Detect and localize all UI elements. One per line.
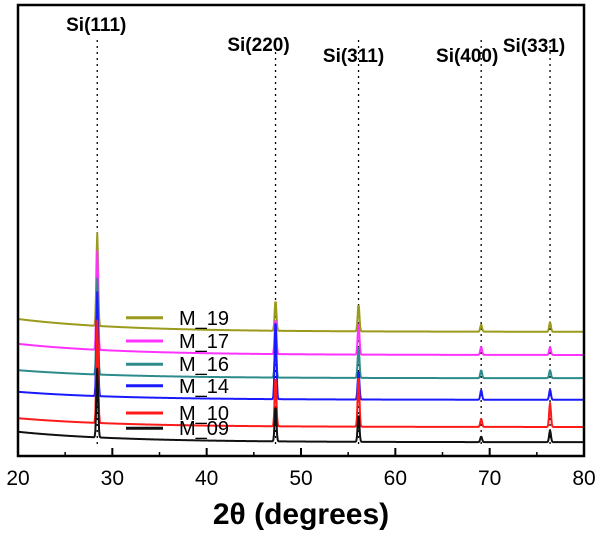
legend-label: M_10: [179, 403, 229, 425]
peak-label: Si(220): [227, 35, 289, 56]
x-tick-label: 70: [478, 467, 501, 490]
series-line-m-16: [17, 277, 585, 380]
legend-label: M_16: [179, 354, 229, 376]
peak-label: Si(111): [66, 15, 126, 36]
peak-label: Si(311): [323, 46, 384, 67]
peak-label: Si(331): [503, 36, 565, 57]
x-tick-label: 80: [572, 467, 595, 490]
series-line-m-17: [17, 249, 585, 356]
legend-label: M_19: [179, 308, 229, 330]
x-tick-label: 20: [6, 467, 29, 490]
series-line-m-19: [17, 232, 585, 333]
legend-label: M_17: [179, 331, 229, 353]
peak-label: Si(400): [436, 46, 498, 67]
plot-frame: [16, 3, 586, 458]
series-line-m-10: [17, 319, 585, 428]
x-tick-label: 30: [101, 467, 124, 490]
x-axis-title: 2θ (degrees): [213, 498, 389, 531]
series-line-m-09: [17, 367, 585, 444]
peak-reference-lines: [96, 40, 551, 445]
legend-label: M_14: [179, 376, 229, 398]
legend-label: M_09: [179, 418, 229, 440]
peak-labels: Si(111) Si(220) Si(311) Si(400) Si(331): [66, 15, 565, 67]
series-line-m-14: [17, 291, 585, 401]
x-tick-label: 50: [289, 467, 312, 490]
legend: M_19M_17M_16M_14 M_10M_09: [126, 308, 229, 440]
series-curves: [17, 232, 585, 444]
x-axis-ticks: 20 30 40 50 60 70 80: [6, 448, 596, 490]
x-tick-label: 40: [195, 467, 218, 490]
x-tick-label: 60: [384, 467, 407, 490]
